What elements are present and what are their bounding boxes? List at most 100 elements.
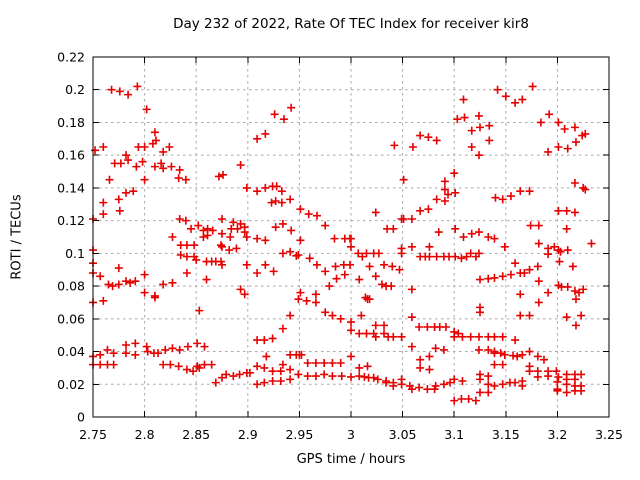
data-point xyxy=(253,362,262,371)
data-point xyxy=(526,221,535,230)
data-point xyxy=(355,363,364,372)
data-point xyxy=(122,277,131,286)
data-point xyxy=(550,242,559,251)
x-tick-label: 3.1 xyxy=(444,427,464,442)
data-point xyxy=(371,208,380,217)
data-point xyxy=(150,162,159,171)
data-point xyxy=(476,123,484,132)
data-point xyxy=(501,92,510,101)
data-point xyxy=(312,260,321,269)
data-point xyxy=(407,242,416,251)
data-point xyxy=(450,169,459,178)
data-point xyxy=(474,249,483,258)
data-point xyxy=(362,249,371,258)
data-point xyxy=(397,332,406,341)
data-point xyxy=(131,350,140,359)
data-point xyxy=(192,255,201,264)
y-tick-label: 0.14 xyxy=(57,180,85,195)
data-point xyxy=(142,105,151,114)
data-point xyxy=(279,115,288,124)
x-tick-label: 2.9 xyxy=(238,427,258,442)
data-point xyxy=(253,336,262,345)
data-point xyxy=(131,277,140,286)
data-point xyxy=(122,188,131,197)
data-point xyxy=(277,187,286,196)
data-point xyxy=(506,270,515,279)
data-point xyxy=(450,396,459,405)
data-point xyxy=(211,378,220,387)
data-point xyxy=(331,262,340,271)
data-point xyxy=(518,350,527,359)
data-point xyxy=(432,136,441,145)
data-point xyxy=(377,280,386,289)
data-point xyxy=(200,360,209,369)
data-point xyxy=(380,329,389,338)
data-point xyxy=(311,298,320,307)
data-point xyxy=(459,95,468,104)
data-point xyxy=(133,82,142,91)
data-point xyxy=(108,282,117,291)
data-point xyxy=(167,162,176,171)
data-point xyxy=(182,252,191,261)
data-point xyxy=(415,383,424,392)
data-point xyxy=(466,332,475,341)
data-point xyxy=(354,249,363,258)
data-point xyxy=(556,247,565,256)
data-point xyxy=(511,259,520,268)
data-point xyxy=(464,395,473,403)
data-point xyxy=(303,372,312,381)
data-point xyxy=(571,321,580,330)
data-point xyxy=(476,388,484,397)
data-point xyxy=(114,195,123,204)
data-point xyxy=(320,359,329,367)
data-point xyxy=(240,290,249,299)
data-point xyxy=(570,287,579,295)
data-point xyxy=(236,219,245,228)
data-point xyxy=(109,360,118,369)
data-point xyxy=(467,143,476,151)
data-point xyxy=(267,198,276,207)
data-point xyxy=(374,249,383,258)
data-point xyxy=(509,351,518,360)
data-point xyxy=(467,126,476,135)
data-point xyxy=(261,236,270,245)
data-point xyxy=(336,359,345,367)
data-point xyxy=(371,321,380,330)
data-point xyxy=(525,367,534,376)
data-point xyxy=(355,372,364,381)
data-point xyxy=(457,395,466,403)
data-point xyxy=(533,352,542,361)
data-point xyxy=(240,228,249,237)
data-point xyxy=(407,285,416,294)
data-point xyxy=(536,118,545,127)
data-point xyxy=(109,349,118,358)
data-point xyxy=(563,144,572,153)
data-point xyxy=(544,250,553,259)
data-point xyxy=(166,360,175,369)
data-point xyxy=(268,334,277,343)
data-point xyxy=(568,262,577,271)
data-point xyxy=(330,234,339,243)
data-point xyxy=(195,306,204,315)
data-point xyxy=(434,228,443,237)
data-point xyxy=(493,85,502,94)
data-point xyxy=(303,359,312,367)
data-point xyxy=(114,280,123,289)
data-point xyxy=(272,182,281,191)
data-point xyxy=(159,164,168,173)
data-point xyxy=(485,136,494,145)
data-point xyxy=(287,103,296,112)
y-tick-label: 0.12 xyxy=(57,213,85,228)
data-point xyxy=(181,216,190,225)
data-point xyxy=(553,377,562,386)
data-point xyxy=(358,252,367,261)
data-point xyxy=(218,229,226,238)
data-point xyxy=(490,360,499,369)
data-point xyxy=(105,175,114,184)
data-point xyxy=(278,249,287,258)
data-point xyxy=(296,205,305,214)
data-point xyxy=(96,360,105,369)
data-point xyxy=(159,280,168,289)
data-point xyxy=(454,329,463,338)
x-tick-label: 3 xyxy=(347,427,355,442)
